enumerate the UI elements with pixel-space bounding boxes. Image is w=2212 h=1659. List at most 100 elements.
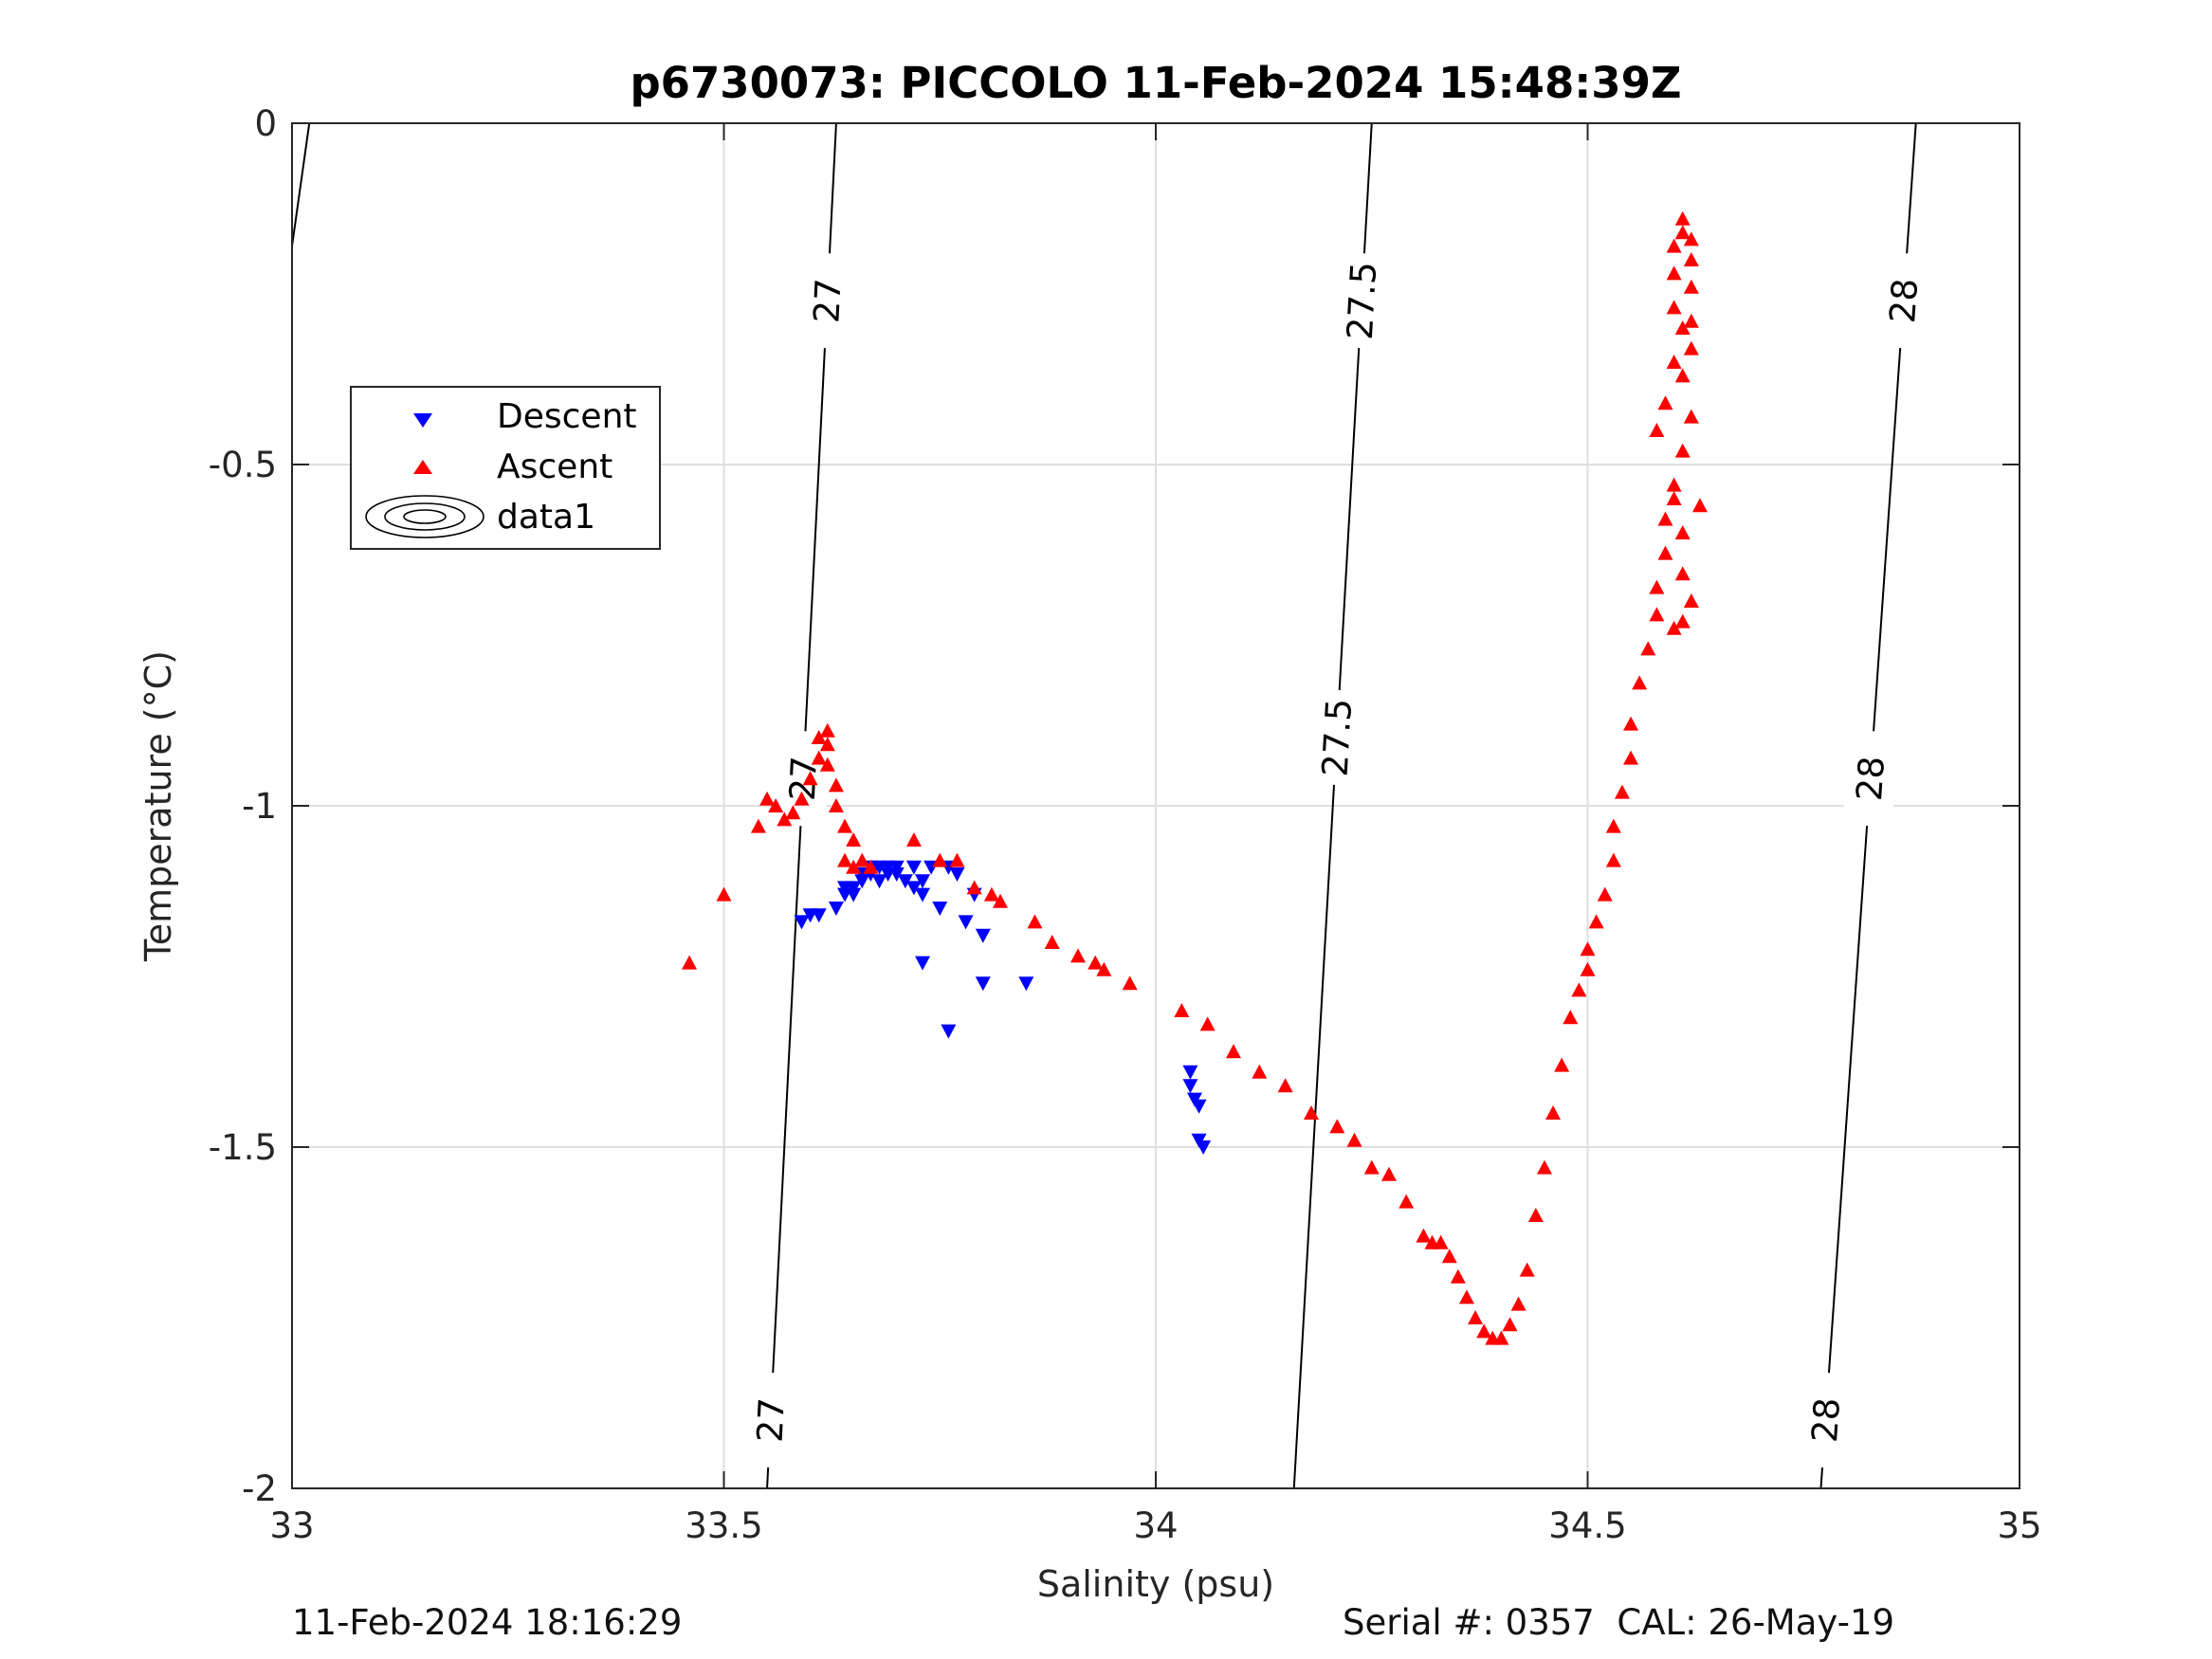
ascent-point <box>1683 313 1699 328</box>
ascent-point <box>949 852 965 867</box>
ascent-point <box>1563 1010 1579 1025</box>
ascent-point <box>1527 1208 1544 1222</box>
descent-point <box>932 902 948 916</box>
ascent-point <box>1666 355 1682 369</box>
ascent-point <box>1683 231 1699 246</box>
ascent-point <box>1683 593 1699 608</box>
ascent-point <box>1493 1330 1509 1345</box>
ascent-point <box>777 811 793 827</box>
legend-ascent-label: Ascent <box>497 447 612 486</box>
ascent-point <box>819 757 835 772</box>
descent-point <box>1196 1140 1212 1155</box>
ascent-point <box>1623 716 1639 731</box>
ascent-point <box>1502 1317 1518 1332</box>
ascent-point <box>1666 265 1682 281</box>
legend-contour-icon <box>365 495 484 538</box>
descent-point <box>1191 1099 1207 1114</box>
descent-point <box>975 976 991 992</box>
ascent-point <box>1605 852 1621 867</box>
ascent-point <box>1674 225 1691 240</box>
descent-point <box>915 887 931 902</box>
x-axis-label: Salinity (psu) <box>1037 1563 1274 1605</box>
x-tick-label: 33.5 <box>685 1505 762 1546</box>
contour-label-bg <box>1875 251 1932 350</box>
ascent-point <box>1683 252 1699 266</box>
ascent-point <box>1657 545 1673 560</box>
ascent-point <box>1044 935 1060 949</box>
contour-line <box>291 122 311 246</box>
ascent-point <box>1122 975 1138 991</box>
ascent-point <box>1433 1234 1449 1249</box>
ascent-point <box>1398 1194 1415 1209</box>
descent-point <box>1182 1065 1198 1080</box>
x-tick-label: 35 <box>1997 1505 2041 1546</box>
contour-label: 27 <box>750 1396 793 1443</box>
ascent-point <box>1674 210 1691 226</box>
ascent-point <box>682 955 698 970</box>
ascent-point <box>1649 607 1665 622</box>
ascent-point <box>1252 1064 1268 1079</box>
contour-label-bg <box>799 251 854 350</box>
legend-descent-label: Descent <box>497 397 637 436</box>
ascent-point <box>1666 477 1682 492</box>
ascent-point <box>1096 961 1112 976</box>
ascent-point <box>1666 620 1682 635</box>
ascent-point <box>750 818 766 833</box>
contour-label: 27.5 <box>1315 698 1361 778</box>
ascent-point <box>1674 566 1691 581</box>
ascent-point <box>1683 340 1699 356</box>
ascent-point <box>837 818 853 833</box>
ascent-point <box>828 798 844 812</box>
ascent-point <box>1674 613 1691 629</box>
y-tick-label: -1.5 <box>209 1127 277 1168</box>
chart-title: p6730073: PICCOLO 11-Feb-2024 15:48:39Z <box>630 58 1681 108</box>
ascent-point <box>1027 914 1043 929</box>
descent-point <box>794 915 810 930</box>
x-axis: 33 33.5 34 34.5 35 <box>269 123 2042 1546</box>
ascent-point <box>1199 1016 1216 1031</box>
ascent-point <box>966 880 982 895</box>
ascent-point <box>1174 1003 1190 1017</box>
ascent-point <box>1674 525 1691 539</box>
ascent-point <box>1597 886 1613 902</box>
contour-label: 28 <box>1804 1396 1848 1444</box>
ascent-point <box>1088 955 1104 970</box>
contour-label-bg <box>743 1371 798 1469</box>
x-tick-label: 34.5 <box>1548 1505 1626 1546</box>
ascent-point <box>828 777 844 793</box>
ascent-point <box>1225 1044 1241 1059</box>
ascent-point <box>1674 443 1691 458</box>
ascent-point <box>759 791 776 806</box>
descent-point <box>888 867 905 882</box>
legend: Descent Ascent data1 <box>350 386 661 550</box>
ascent-point <box>1588 914 1604 929</box>
descent-point <box>905 860 922 875</box>
ascent-point <box>1666 300 1682 315</box>
contour-label-bg <box>1842 729 1898 828</box>
y-tick-label: -1 <box>242 786 277 827</box>
descent-point <box>1182 1079 1198 1094</box>
ascent-point <box>1346 1132 1362 1147</box>
ascent-point <box>1070 948 1087 963</box>
descent-point <box>949 867 965 882</box>
series-ascent <box>682 210 1708 1345</box>
descent-point <box>915 874 931 889</box>
ascent-point <box>932 852 948 867</box>
legend-box <box>350 386 661 550</box>
ascent-point <box>1476 1323 1492 1339</box>
ascent-point <box>846 859 862 874</box>
ascent-point <box>811 730 827 744</box>
contour-label: 27 <box>806 278 849 324</box>
x-tick-label: 33 <box>269 1505 314 1546</box>
descent-point <box>975 928 991 943</box>
ascent-point <box>1657 395 1673 410</box>
ascent-point <box>1441 1249 1457 1264</box>
ascent-point <box>863 859 879 874</box>
footer-timestamp: 11-Feb-2024 18:16:29 <box>292 1602 683 1643</box>
descent-point <box>828 902 844 916</box>
ascent-point <box>1519 1262 1535 1277</box>
y-tick-label: 0 <box>254 103 277 144</box>
contour-line <box>1292 122 1373 1489</box>
ascent-point <box>1536 1159 1552 1175</box>
